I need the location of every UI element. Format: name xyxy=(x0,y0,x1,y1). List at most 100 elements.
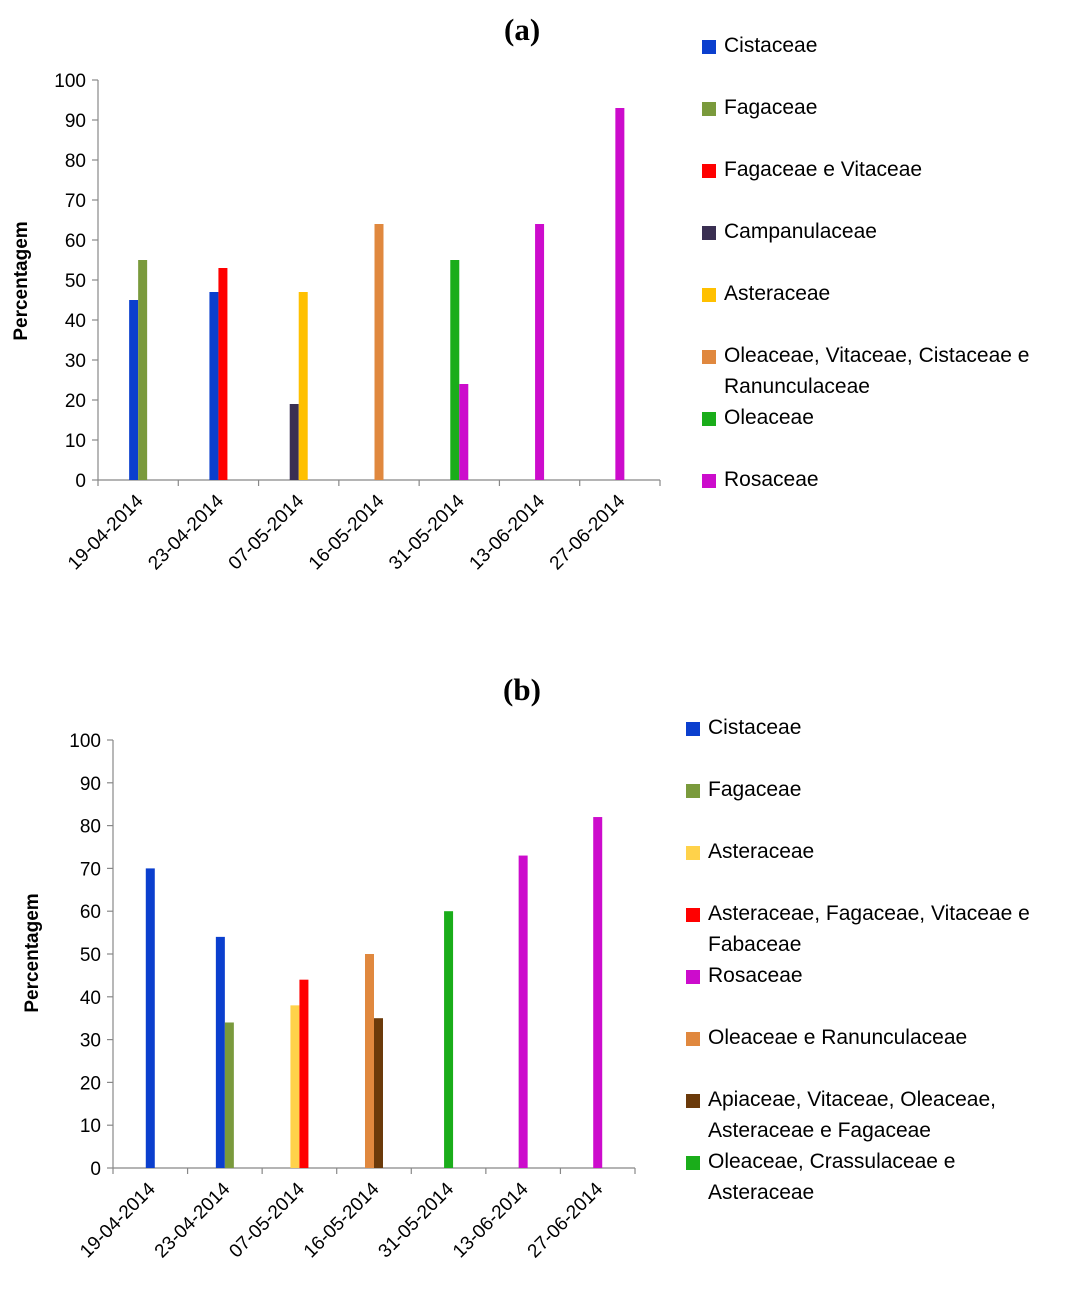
chart-a-x-tick-label: 31-05-2014 xyxy=(385,490,469,574)
chart-b-bar xyxy=(299,979,309,1168)
chart-a-legend-item: Asteraceae xyxy=(702,278,830,309)
chart-a-bar xyxy=(289,404,299,480)
chart-b-legend-label: Asteraceae, Fagaceae, Vitaceae e Fabacea… xyxy=(708,902,1030,956)
chart-a-y-tick-label: 30 xyxy=(65,351,86,372)
chart-a-plot: 0 10 20 30 40 50 60 70 80 90 100 19-04-201423-04-20… xyxy=(54,71,661,574)
chart-a-ylabel: Percentagem xyxy=(11,221,32,341)
chart-b-y-tick-label: 40 xyxy=(80,988,101,1009)
chart-b-bar xyxy=(145,868,155,1168)
chart-a-bar xyxy=(459,384,469,480)
chart-a-legend-label: Fagaceae xyxy=(724,96,818,119)
chart-b-legend-item: Oleaceae e Ranunculaceae xyxy=(686,1022,967,1053)
chart-b-bar xyxy=(444,911,454,1168)
chart-a-y-tick-label: 20 xyxy=(65,391,86,412)
chart-b-legend-item: Asteraceae, Fagaceae, Vitaceae e Fabacea… xyxy=(686,898,1066,960)
chart-b-y-tick-label: 10 xyxy=(80,1116,101,1137)
chart-a-bar xyxy=(535,224,545,480)
chart-b-y-tick-label: 60 xyxy=(80,902,101,923)
chart-a-x-tick-label: 16-05-2014 xyxy=(305,490,389,574)
chart-b-x-tick-label: 27-06-2014 xyxy=(524,1178,608,1262)
chart-a-y-tick-label: 50 xyxy=(65,271,86,292)
chart-a-x-tick-label: 19-04-2014 xyxy=(64,490,148,574)
chart-b-legend-label: Asteraceae xyxy=(708,840,815,863)
chart-b-legend-item: Asteraceae xyxy=(686,836,814,867)
chart-b-title: (b) xyxy=(503,672,541,707)
chart-a-legend-label: Rosaceae xyxy=(724,468,819,491)
chart-a-legend-swatch xyxy=(702,164,716,178)
chart-a-title: (a) xyxy=(504,12,541,47)
chart-b-legend-label: Fagaceae xyxy=(708,778,802,801)
chart-a-y-tick-label: 0 xyxy=(75,471,86,492)
chart-b-bar xyxy=(290,1005,300,1168)
chart-a-y-tick-label: 10 xyxy=(65,431,86,452)
chart-b-x-tick-label: 31-05-2014 xyxy=(375,1178,459,1262)
chart-panel-b: 0 10 20 30 40 50 60 70 80 90 100 19-04-2014 23-04-20… xyxy=(0,646,1067,1292)
chart-a-y-tick-label: 80 xyxy=(65,151,86,172)
chart-b-legend-item: Apiaceae, Vitaceae, Oleaceae, Asteraceae… xyxy=(686,1084,1066,1146)
chart-a-legend-swatch xyxy=(702,226,716,240)
chart-b-y-tick-label: 0 xyxy=(90,1159,101,1180)
chart-a-legend-item: Oleaceae, Vitaceae, Cistaceae e Ranuncul… xyxy=(702,340,1067,402)
chart-b-legend-swatch xyxy=(686,722,700,736)
chart-a-bar xyxy=(298,292,308,480)
chart-b-x-tick-label: 13-06-2014 xyxy=(449,1178,533,1262)
chart-b-bar xyxy=(374,1018,383,1168)
chart-a-bar xyxy=(138,260,148,480)
chart-b-legend-label: Cistaceae xyxy=(708,716,802,739)
chart-a-bar xyxy=(374,224,384,480)
chart-a-legend-label: Oleaceae, Vitaceae, Cistaceae e Ranuncul… xyxy=(724,344,1030,398)
chart-b-bar xyxy=(215,936,225,1168)
chart-a-legend-item: Fagaceae e Vitaceae xyxy=(702,154,922,185)
chart-b-bar xyxy=(593,817,603,1168)
chart-b-bar xyxy=(518,855,528,1168)
chart-b-x-tick-label: 19-04-2014 xyxy=(76,1178,160,1262)
chart-b-y-tick-label: 30 xyxy=(80,1031,101,1052)
chart-a-legend-item: Rosaceae xyxy=(702,464,819,495)
chart-b-legend-swatch xyxy=(686,1156,700,1170)
chart-b-y-tick-label: 100 xyxy=(69,731,101,752)
chart-a-x-tick-label: 07-05-2014 xyxy=(225,490,309,574)
chart-a-legend-label: Campanulaceae xyxy=(724,220,877,243)
chart-a-legend-swatch xyxy=(702,288,716,302)
chart-b-legend-label: Rosaceae xyxy=(708,964,803,987)
chart-a-x-tick-label: 23-04-2014 xyxy=(144,490,228,574)
chart-a-legend-item: Fagaceae xyxy=(702,92,817,123)
chart-a-x-tick-label: 13-06-2014 xyxy=(466,490,550,574)
chart-a-legend-label: Cistaceae xyxy=(724,34,818,57)
chart-a-legend-swatch xyxy=(702,40,716,54)
chart-a-bar xyxy=(129,300,139,480)
chart-b-bar xyxy=(365,954,374,1168)
chart-b-bar xyxy=(224,1022,234,1168)
chart-b-legend-label: Oleaceae e Ranunculaceae xyxy=(708,1026,968,1049)
chart-a-y-tick-label: 100 xyxy=(54,71,86,92)
chart-a-legend-swatch xyxy=(702,102,716,116)
chart-b-legend-swatch xyxy=(686,908,700,922)
chart-b-legend-item: Rosaceae xyxy=(686,960,803,991)
chart-a-legend-swatch xyxy=(702,412,716,426)
chart-b-x-tick-label: 16-05-2014 xyxy=(300,1178,384,1262)
chart-a-legend-label: Fagaceae e Vitaceae xyxy=(724,158,923,181)
chart-a-y-tick-label: 70 xyxy=(65,191,86,212)
chart-b-legend-item: Cistaceae xyxy=(686,712,801,743)
chart-b-legend-item: Oleaceae, Crassulaceae e Asteraceae xyxy=(686,1146,1066,1208)
chart-a-legend-swatch xyxy=(702,350,716,364)
chart-b-legend-swatch xyxy=(686,970,700,984)
chart-a-legend-item: Cistaceae xyxy=(702,30,817,61)
chart-b-legend-swatch xyxy=(686,1032,700,1046)
chart-b-y-tick-label: 70 xyxy=(80,859,101,880)
chart-a-x-tick-label: 27-06-2014 xyxy=(546,490,630,574)
chart-a-legend-label: Asteraceae xyxy=(724,282,831,305)
chart-a-bar xyxy=(209,292,219,480)
chart-b-plot: 0 10 20 30 40 50 60 70 80 90 100 19-04-201423-04-20… xyxy=(69,731,636,1262)
chart-b-legend-swatch xyxy=(686,1094,700,1108)
chart-a-legend-swatch xyxy=(702,474,716,488)
chart-a-y-tick-label: 90 xyxy=(65,111,86,132)
chart-a-y-tick-label: 40 xyxy=(65,311,86,332)
chart-b-y-tick-label: 20 xyxy=(80,1073,101,1094)
chart-b-x-tick-label: 23-04-2014 xyxy=(151,1178,235,1262)
chart-a-y-tick-label: 60 xyxy=(65,231,86,252)
chart-b-legend-swatch xyxy=(686,846,700,860)
chart-b-legend-label: Apiaceae, Vitaceae, Oleaceae, Asteraceae… xyxy=(708,1088,996,1142)
chart-a-bar xyxy=(218,268,228,480)
chart-b-ylabel: Percentagem xyxy=(22,893,43,1013)
